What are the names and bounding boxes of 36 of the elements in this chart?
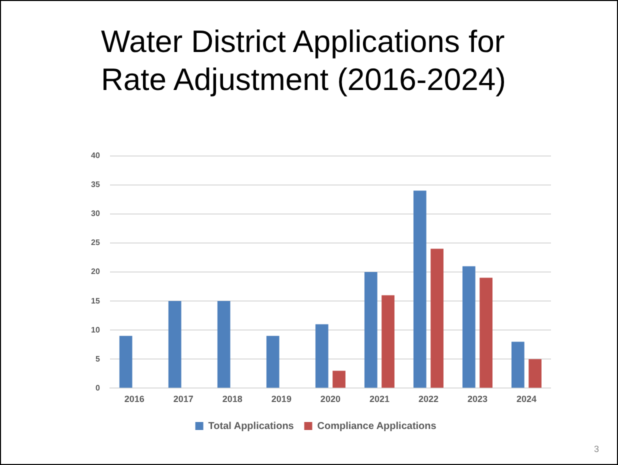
bar	[168, 301, 182, 388]
bar	[430, 248, 444, 388]
bar	[315, 324, 328, 388]
legend-label: Total Applications	[208, 420, 294, 432]
x-tick-label: 2024	[516, 394, 537, 404]
bar	[364, 272, 378, 388]
bar	[119, 336, 132, 388]
text: 3	[594, 444, 599, 454]
bar	[480, 278, 492, 388]
y-tick-label: 40	[90, 151, 100, 160]
y-tick-label: 5	[95, 354, 100, 364]
y-tick-label: 20	[90, 267, 100, 276]
bar	[332, 370, 346, 388]
x-tick-label: 2019	[271, 394, 292, 404]
bar	[528, 359, 542, 388]
y-tick-label: 25	[90, 238, 100, 248]
bar	[511, 342, 524, 388]
y-tick-label: 0	[95, 383, 100, 392]
x-tick-label: 2021	[369, 394, 390, 404]
y-tick-label: 30	[90, 209, 100, 218]
bar	[217, 301, 230, 388]
x-tick-label: 2022	[418, 394, 438, 404]
y-tick-label: 35	[90, 180, 100, 190]
legend-label: Compliance Applications	[317, 420, 437, 432]
y-tick-label: 15	[90, 296, 100, 306]
bar	[413, 190, 426, 388]
bar	[266, 336, 280, 388]
x-tick-label: 2023	[467, 394, 488, 404]
x-tick-label: 2017	[173, 394, 194, 404]
chart-title: Water District Applications for Rate Adjustment (2016-2024)	[101, 23, 507, 99]
x-tick-label: 2016	[124, 394, 144, 404]
y-tick-label: 10	[90, 325, 100, 334]
bar	[382, 295, 394, 388]
x-tick-label: 2018	[222, 394, 242, 404]
x-tick-label: 2020	[320, 394, 340, 404]
bar	[462, 266, 476, 388]
